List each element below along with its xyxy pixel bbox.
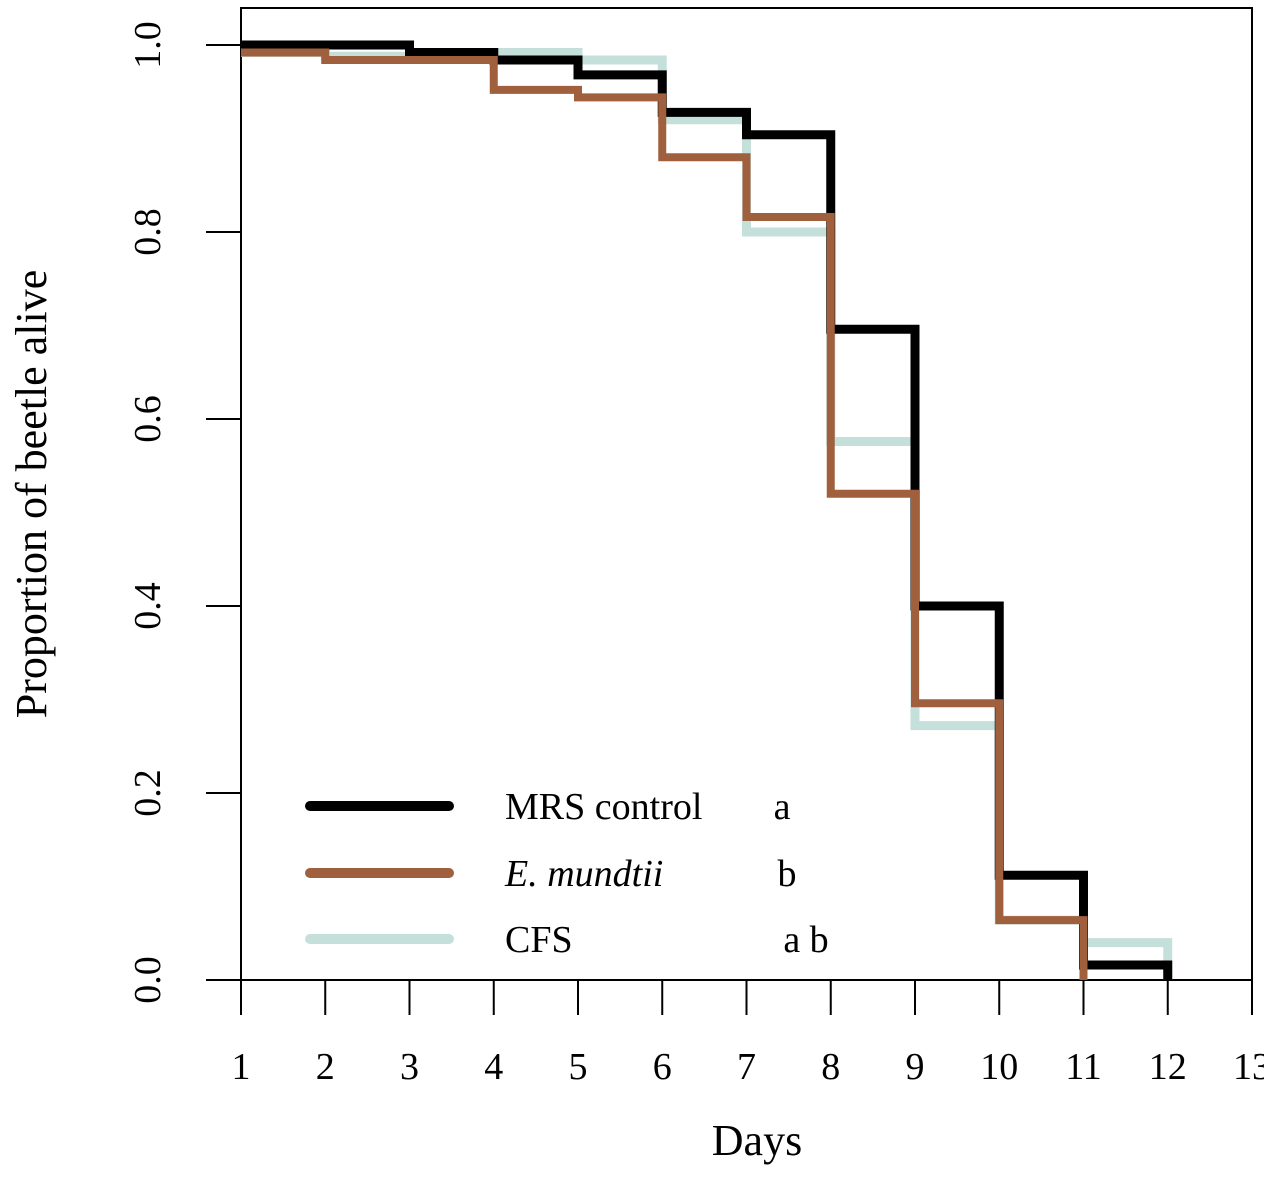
legend-group-letter: b <box>778 853 797 895</box>
legend-label: E. mundtii <box>504 853 663 895</box>
x-tick-label: 8 <box>821 1046 840 1088</box>
legend-group-letter: a b <box>783 919 828 961</box>
x-tick-label: 2 <box>316 1046 335 1088</box>
y-axis-title: Proportion of beetle alive <box>7 270 56 718</box>
x-tick-label: 12 <box>1149 1046 1187 1088</box>
y-tick-label: 0.6 <box>127 395 169 443</box>
y-tick-label: 0.0 <box>127 956 169 1004</box>
x-axis-title: Days <box>712 1116 802 1165</box>
x-tick-label: 4 <box>484 1046 503 1088</box>
y-axis: 0.0 0.2 0.4 0.6 0.8 1.0 <box>127 21 242 1004</box>
x-tick-label: 9 <box>906 1046 925 1088</box>
x-tick-label: 5 <box>569 1046 588 1088</box>
y-tick-label: 0.8 <box>127 208 169 256</box>
legend-label: MRS control <box>505 786 702 828</box>
y-tick-label: 0.2 <box>127 769 169 817</box>
x-axis: 1 2 3 4 5 6 7 8 9 10 11 12 13 <box>232 979 1264 1088</box>
legend-group-letter: a <box>774 786 791 828</box>
series-layer <box>241 40 1173 980</box>
x-tick-label: 11 <box>1065 1046 1102 1088</box>
series-line-cfs <box>241 47 1173 980</box>
legend: MRS control a E. mundtii b CFS a b <box>305 786 829 961</box>
x-tick-label: 10 <box>980 1046 1018 1088</box>
y-tick-label: 0.4 <box>127 582 169 630</box>
x-tick-label: 3 <box>400 1046 419 1088</box>
legend-label: CFS <box>505 919 573 961</box>
x-tick-label: 7 <box>737 1046 756 1088</box>
series-line-e-mundtii <box>241 48 1088 980</box>
series-line-mrs-control <box>241 40 1173 980</box>
y-tick-label: 1.0 <box>127 21 169 69</box>
x-tick-label: 6 <box>653 1046 672 1088</box>
x-tick-label: 13 <box>1233 1046 1264 1088</box>
x-tick-label: 1 <box>232 1046 251 1088</box>
